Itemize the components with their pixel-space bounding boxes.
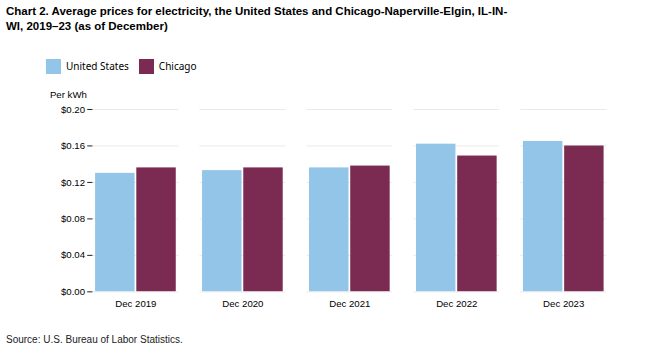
html-text:Chicago: Chicago <box>158 59 197 74</box>
svg-text:Dec 2021: Dec 2021 <box>329 297 370 308</box>
svg-text:Dec 2020: Dec 2020 <box>222 297 263 308</box>
svg-text:$0.00: $0.00 <box>61 286 85 297</box>
svg-text:$0.20: $0.20 <box>61 103 85 114</box>
svg-text:Per kWh: Per kWh <box>50 89 87 100</box>
html-text:Source: U.S. Bureau of Labor S: Source: U.S. Bureau of Labor Statistics. <box>6 333 183 345</box>
svg-text:$0.08: $0.08 <box>61 213 85 224</box>
svg-text:Dec 2019: Dec 2019 <box>115 297 156 308</box>
svg-text:$0.04: $0.04 <box>61 249 86 260</box>
svg-text:Dec 2022: Dec 2022 <box>436 297 477 308</box>
html-text:Chart 2. Average prices for el: Chart 2. Average prices for electricity,… <box>6 5 508 32</box>
svg-text:$0.12: $0.12 <box>61 176 85 187</box>
html-text:United States: United States <box>66 59 129 74</box>
svg-text:$0.16: $0.16 <box>61 140 85 151</box>
svg-text:Dec 2023: Dec 2023 <box>543 297 584 308</box>
